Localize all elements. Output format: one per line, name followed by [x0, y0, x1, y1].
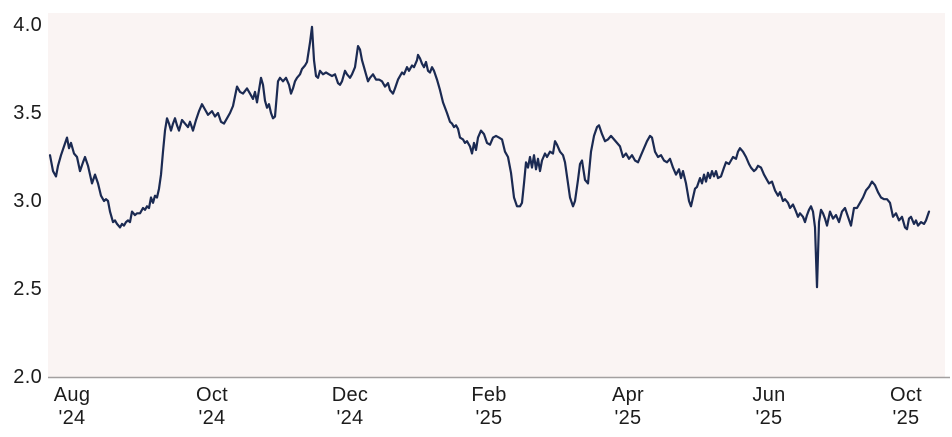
plot-area — [48, 13, 945, 377]
data-series-line — [48, 25, 931, 289]
